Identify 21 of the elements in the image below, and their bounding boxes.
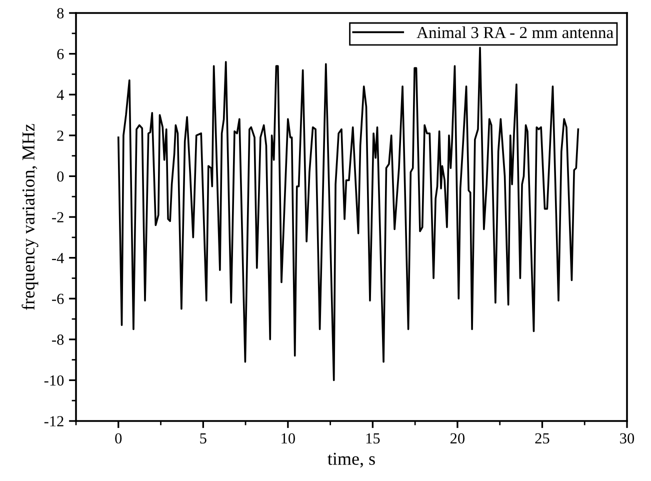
- y-tick-label: -4: [52, 253, 64, 264]
- y-tick-label: -12: [44, 416, 64, 426]
- y-tick-label: 2: [57, 130, 64, 141]
- legend-label: Animal 3 RA - 2 mm antenna: [416, 26, 614, 38]
- y-tick-label: -2: [52, 212, 64, 222]
- x-tick-label: 25: [535, 433, 550, 444]
- x-tick-label: 15: [366, 433, 380, 444]
- y-tick-label: -10: [44, 375, 64, 386]
- x-tick-label: 5: [200, 433, 206, 444]
- y-tick-label: 4: [56, 90, 64, 100]
- x-tick-label: 10: [282, 433, 295, 444]
- y-tick-label: -8: [52, 334, 64, 345]
- x-tick-label: 0: [115, 433, 122, 444]
- y-tick-label: 6: [57, 48, 64, 60]
- y-tick-label: -6: [52, 294, 64, 304]
- x-tick-label: 20: [450, 433, 465, 444]
- x-tick-label: 30: [620, 433, 634, 444]
- y-tick-label: 8: [57, 8, 64, 18]
- x-axis-title: time, s: [328, 452, 375, 468]
- y-axis-title: frequency variation, MHz: [22, 124, 38, 310]
- y-tick-label: 0: [57, 171, 64, 182]
